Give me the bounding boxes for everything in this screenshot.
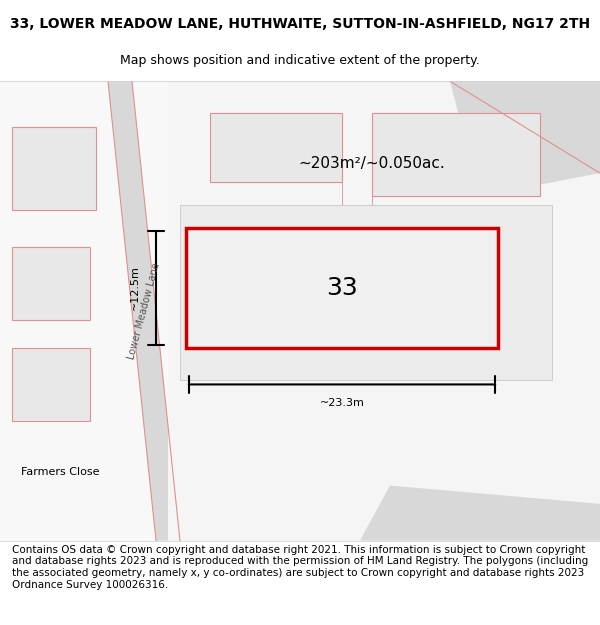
Text: Map shows position and indicative extent of the property.: Map shows position and indicative extent… [120,54,480,68]
Text: ~12.5m: ~12.5m [130,266,140,311]
Polygon shape [360,486,600,541]
Bar [210,113,342,182]
Bar [12,247,90,320]
Bar [186,228,498,348]
Bar [12,127,96,210]
Bar [372,113,540,196]
Text: Contains OS data © Crown copyright and database right 2021. This information is : Contains OS data © Crown copyright and d… [12,545,588,589]
Text: Lower Meadow Lane: Lower Meadow Lane [126,261,162,361]
Text: ~23.3m: ~23.3m [320,398,364,408]
Text: Farmers Close: Farmers Close [21,467,99,477]
Text: ~203m²/~0.050ac.: ~203m²/~0.050ac. [299,156,445,171]
Text: 33, LOWER MEADOW LANE, HUTHWAITE, SUTTON-IN-ASHFIELD, NG17 2TH: 33, LOWER MEADOW LANE, HUTHWAITE, SUTTON… [10,18,590,31]
Bar [12,348,90,421]
Polygon shape [108,81,180,541]
Polygon shape [450,81,600,196]
Text: 33: 33 [326,276,358,300]
Bar [168,81,600,541]
Bar [180,205,552,380]
